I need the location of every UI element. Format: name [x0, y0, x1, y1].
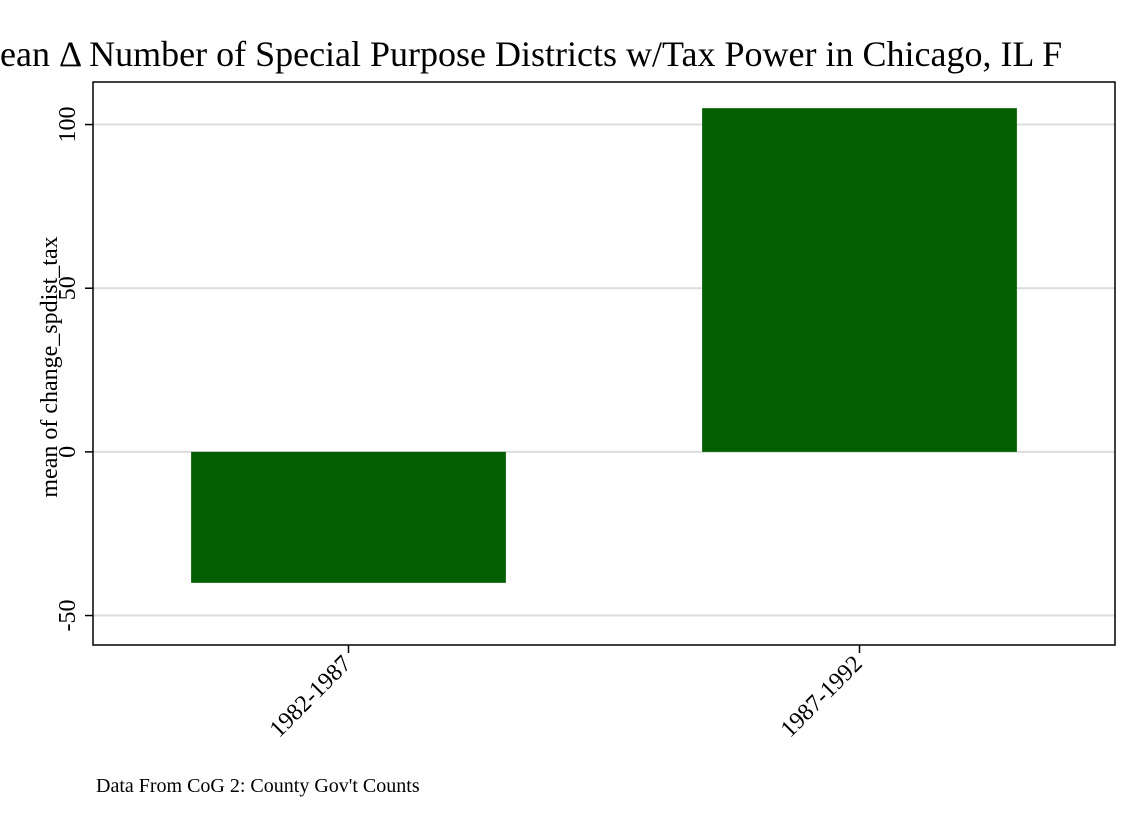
bar — [702, 108, 1017, 452]
bar — [191, 451, 506, 583]
bars — [191, 108, 1017, 583]
x-tick-label: 1982-1987 — [265, 651, 357, 743]
y-ticks: -50 0 50 100 — [55, 107, 93, 632]
x-tick-label: 1987-1992 — [776, 651, 868, 743]
y-tick-label: 100 — [55, 107, 81, 143]
y-tick-label: -50 — [55, 600, 81, 632]
plot-frame — [92, 81, 1116, 646]
x-ticks: 1982-1987 1987-1992 — [265, 645, 868, 743]
y-tick-label: 50 — [55, 276, 81, 300]
source-note: Data From CoG 2: County Gov't Counts — [96, 775, 420, 797]
chart-title: ean Δ Number of Special Purpose District… — [0, 34, 1062, 74]
y-tick-label: 0 — [55, 446, 81, 458]
y-axis-label: mean of change_spdist_tax — [37, 236, 63, 497]
